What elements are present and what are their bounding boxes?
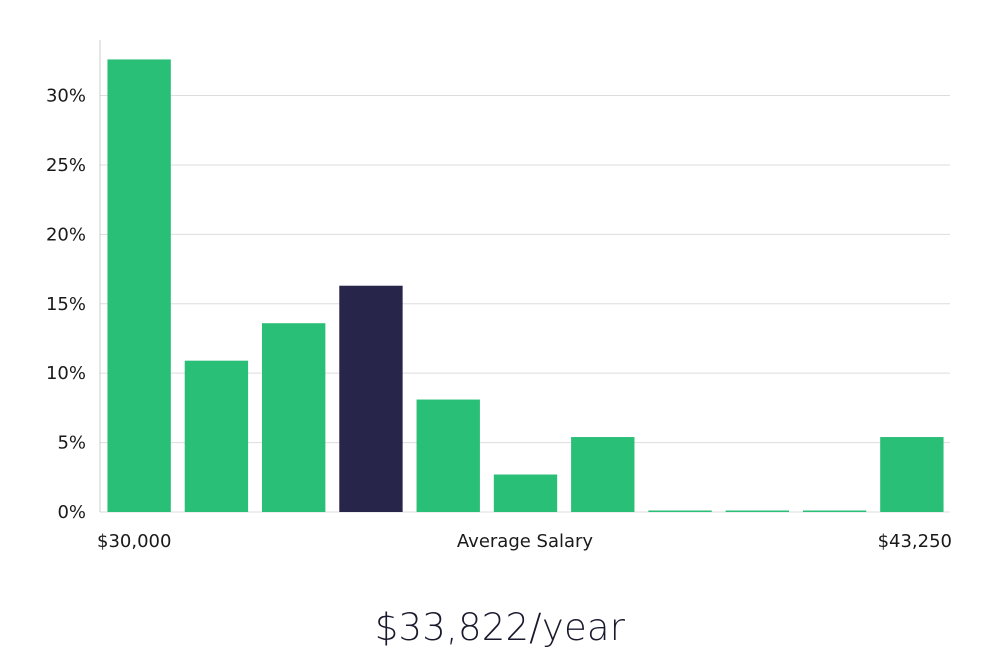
bar-highlighted [339, 285, 403, 512]
bar [107, 59, 171, 512]
bar [725, 510, 789, 512]
bars [107, 59, 944, 512]
bar [184, 360, 249, 512]
x-min-label: $30,000 [97, 531, 171, 552]
x-axis: $30,000 Average Salary $43,250 [97, 531, 952, 552]
x-max-label: $43,250 [878, 531, 952, 552]
y-tick-label: 30% [46, 86, 86, 107]
y-tick-label: 0% [57, 502, 86, 523]
y-tick-label: 10% [46, 363, 86, 384]
bar [802, 510, 867, 512]
x-axis-title: Average Salary [457, 531, 594, 552]
average-salary-value: $33,822/year [374, 606, 626, 649]
bar [493, 474, 558, 512]
bar [571, 437, 635, 512]
y-tick-label: 20% [46, 224, 86, 245]
y-tick-label: 25% [46, 155, 86, 176]
bar [262, 323, 326, 512]
bar [648, 510, 712, 512]
bar [880, 437, 944, 512]
y-tick-label: 5% [57, 433, 86, 454]
bar [416, 399, 480, 512]
y-axis: 0% 5% 10% 15% 20% 25% 30% [46, 40, 101, 523]
y-tick-label: 15% [46, 294, 86, 315]
salary-histogram: 0% 5% 10% 15% 20% 25% 30% $30,000 Average Sala… [46, 40, 952, 552]
